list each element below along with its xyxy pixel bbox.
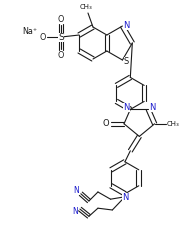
Text: N: N xyxy=(149,103,155,112)
Text: Na⁺: Na⁺ xyxy=(23,26,38,36)
Text: S: S xyxy=(124,56,129,66)
Text: O: O xyxy=(58,14,64,24)
Text: O: O xyxy=(40,32,46,42)
Text: N: N xyxy=(122,193,128,202)
Text: N: N xyxy=(123,20,130,30)
Text: N: N xyxy=(73,186,79,195)
Text: O: O xyxy=(58,50,64,60)
Text: N: N xyxy=(123,103,130,112)
Text: CH₃: CH₃ xyxy=(167,121,180,127)
Text: S: S xyxy=(58,32,64,42)
Text: O: O xyxy=(102,119,109,128)
Text: N: N xyxy=(72,207,78,216)
Text: CH₃: CH₃ xyxy=(80,4,92,10)
